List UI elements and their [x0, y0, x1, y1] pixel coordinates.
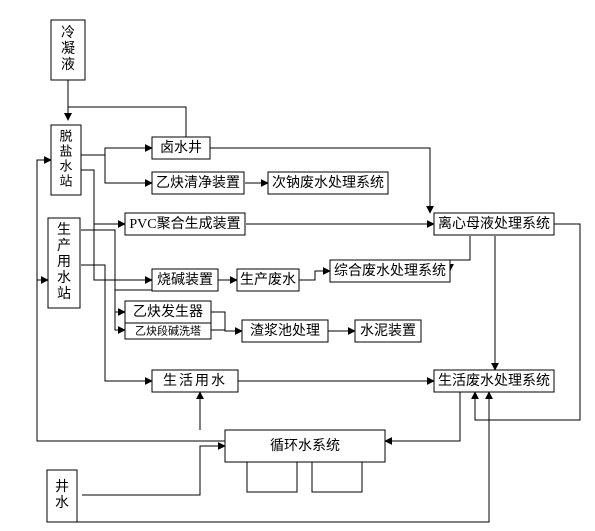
- flow-edge: [385, 392, 460, 441]
- svg-text:站: 站: [59, 173, 72, 188]
- node-yqqjzz: 乙炔清净装置: [152, 172, 244, 194]
- flow-edge: [68, 107, 186, 137]
- node-jingshui: 井水: [47, 470, 77, 522]
- node-scfs: 生产废水: [237, 269, 299, 291]
- svg-text:液: 液: [61, 57, 75, 73]
- svg-text:次钠废水处理系统: 次钠废水处理系统: [272, 175, 384, 191]
- node-tuoyan: 脱盐水站: [51, 125, 81, 195]
- svg-text:水: 水: [55, 495, 69, 511]
- node-shfscl: 生活废水处理系统: [434, 370, 554, 392]
- svg-text:生活用水: 生活用水: [163, 373, 227, 389]
- svg-text:乙炔清净装置: 乙炔清净装置: [156, 175, 240, 191]
- svg-text:脱: 脱: [59, 128, 72, 143]
- node-lushuijing: 卤水井: [152, 137, 210, 159]
- node-lxmycl: 离心母液处理系统: [434, 213, 554, 235]
- svg-text:井: 井: [55, 479, 69, 495]
- svg-text:凝: 凝: [61, 41, 75, 57]
- svg-text:产: 产: [57, 238, 71, 254]
- svg-text:生产废水: 生产废水: [240, 272, 296, 288]
- flow-edge: [211, 312, 242, 331]
- flow-edge: [81, 170, 125, 224]
- svg-text:乙炔发生器: 乙炔发生器: [133, 304, 203, 320]
- svg-text:卤水井: 卤水井: [160, 140, 202, 156]
- flow-edge: [115, 312, 125, 330]
- svg-text:用: 用: [57, 255, 71, 270]
- node-zhfs: 综合废水处理系统: [330, 260, 450, 282]
- svg-text:盐: 盐: [59, 143, 72, 158]
- svg-text:乙炔段碱洗塔: 乙炔段碱洗塔: [135, 324, 201, 338]
- svg-text:水泥装置: 水泥装置: [360, 323, 416, 339]
- node-xhs: 循环水系统: [225, 430, 385, 462]
- node-zhajiang: 渣浆池处理: [242, 320, 328, 342]
- node-lengning: 冷凝液: [51, 20, 85, 80]
- node-scysz: 生产用水站: [48, 218, 80, 308]
- svg-text:水: 水: [57, 270, 71, 286]
- svg-text:离心母液处理系统: 离心母液处理系统: [438, 215, 550, 232]
- node-shuini: 水泥装置: [355, 320, 421, 342]
- svg-text:生: 生: [57, 222, 71, 238]
- node-yqdjxt: 乙炔段碱洗塔: [125, 323, 211, 339]
- node-pool2: [312, 462, 362, 492]
- node-pvc: PVC聚合生成装置: [125, 213, 245, 235]
- svg-text:站: 站: [57, 286, 71, 302]
- svg-text:渣浆池处理: 渣浆池处理: [250, 323, 320, 339]
- node-pool1: [247, 462, 297, 492]
- flow-edge: [450, 236, 470, 271]
- flow-edge: [82, 446, 225, 495]
- flow-edge: [105, 155, 152, 183]
- svg-text:综合废水处理系统: 综合废水处理系统: [334, 263, 446, 279]
- flow-edge: [81, 148, 152, 155]
- node-cnfscls: 次钠废水处理系统: [268, 172, 388, 194]
- node-shaojian: 烧碱装置: [152, 269, 218, 291]
- flow-edge: [299, 271, 330, 280]
- svg-text:冷: 冷: [61, 25, 75, 41]
- node-yqfsq: 乙炔发生器: [125, 301, 211, 323]
- svg-text:烧碱装置: 烧碱装置: [157, 272, 213, 288]
- svg-text:循环水系统: 循环水系统: [270, 438, 340, 454]
- svg-text:水: 水: [59, 158, 72, 173]
- svg-text:生活废水处理系统: 生活废水处理系统: [438, 373, 550, 389]
- flow-edge: [115, 290, 125, 312]
- node-shys: 生活用水: [152, 370, 238, 392]
- svg-text:PVC聚合生成装置: PVC聚合生成装置: [129, 216, 240, 232]
